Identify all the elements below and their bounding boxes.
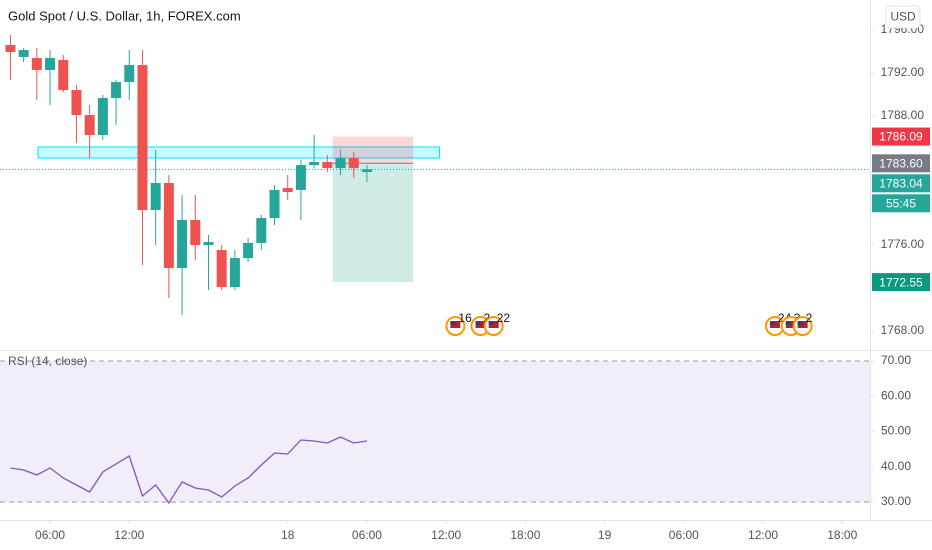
rsi-tick-label: 70.00 <box>881 353 911 367</box>
stop-area <box>332 136 414 164</box>
event-label: 16 <box>458 311 472 325</box>
chart-title: Gold Spot / U.S. Dollar, 1h, FOREX.com <box>8 8 241 23</box>
event-label: 2 <box>483 311 490 325</box>
last-price-label: 1783.04 <box>879 176 923 190</box>
candle-body <box>295 165 306 190</box>
candle-body <box>256 218 267 243</box>
x-tick-label: 06:00 <box>35 528 65 542</box>
candle-body <box>58 59 69 90</box>
candle-body <box>229 258 240 288</box>
x-tick-label: 06:00 <box>352 528 382 542</box>
last-price-box <box>872 174 930 193</box>
candle-body <box>45 57 56 70</box>
candle-body <box>111 82 122 99</box>
entry-price-box <box>872 154 930 173</box>
currency-button[interactable] <box>885 5 921 29</box>
rsi-tick-label: 60.00 <box>881 388 911 402</box>
x-tick-label: 18 <box>281 528 295 542</box>
target-area <box>332 163 414 283</box>
rsi-tick-label: 50.00 <box>881 424 911 438</box>
event-flag-canton <box>450 321 456 325</box>
event-label: 2 <box>806 311 813 325</box>
countdown-label: 55:45 <box>886 196 916 210</box>
rsi-tick-label: 40.00 <box>881 459 911 473</box>
entry-price-label: 1783.60 <box>879 156 923 170</box>
candle-body <box>5 45 16 53</box>
candle-body <box>163 182 174 269</box>
candle-body <box>31 57 42 70</box>
y-tick-label: 1776.00 <box>881 237 925 251</box>
event-label: 22 <box>497 311 511 325</box>
rsi-band <box>0 360 870 502</box>
candle-body <box>309 162 320 166</box>
x-tick-label: 12:00 <box>431 528 461 542</box>
stop-price-box <box>872 127 930 146</box>
candle-body <box>18 49 29 57</box>
x-tick-label: 18:00 <box>510 528 540 542</box>
event-flag-canton <box>785 321 791 325</box>
candle-body <box>71 89 82 116</box>
candle-body <box>243 242 254 259</box>
target-price-box <box>872 273 930 292</box>
rsi-tick-label: 30.00 <box>881 494 911 508</box>
event-flag-canton <box>488 321 494 325</box>
y-tick-label: 1792.00 <box>881 65 925 79</box>
rsi-title: RSI (14, close) <box>8 354 87 368</box>
plot: 1768.001776.001788.001792.001796.001786.… <box>0 22 930 542</box>
x-tick-label: 19 <box>598 528 612 542</box>
candle-body <box>177 219 188 269</box>
event-flag-canton <box>475 321 481 325</box>
candle-body <box>97 98 108 136</box>
candle-body <box>203 242 214 246</box>
x-tick-label: 06:00 <box>669 528 699 542</box>
candle-body <box>216 250 227 288</box>
candle-body <box>282 188 293 193</box>
y-tick-label: 1768.00 <box>881 323 925 337</box>
candle-body <box>361 169 372 173</box>
support-zone <box>37 146 441 159</box>
x-tick-label: 12:00 <box>114 528 144 542</box>
x-tick-label: 12:00 <box>748 528 778 542</box>
candle-body <box>190 219 201 246</box>
x-tick-label: 18:00 <box>827 528 857 542</box>
stop-price-label: 1786.09 <box>879 130 923 144</box>
event-flag-canton <box>797 321 803 325</box>
candle-body <box>269 189 280 219</box>
candle-body <box>335 158 346 169</box>
countdown-box <box>872 194 930 213</box>
rsi-line <box>10 436 368 505</box>
y-tick-label: 1788.00 <box>881 108 925 122</box>
currency-label: USD <box>890 10 916 24</box>
candle-body <box>84 115 95 136</box>
event-flag-canton <box>769 321 775 325</box>
candle-body <box>348 158 359 169</box>
candle-body <box>322 162 333 169</box>
candle-body <box>124 65 135 83</box>
target-price-label: 1772.55 <box>879 275 923 289</box>
candle-body <box>150 182 161 210</box>
candle-body <box>137 65 148 210</box>
